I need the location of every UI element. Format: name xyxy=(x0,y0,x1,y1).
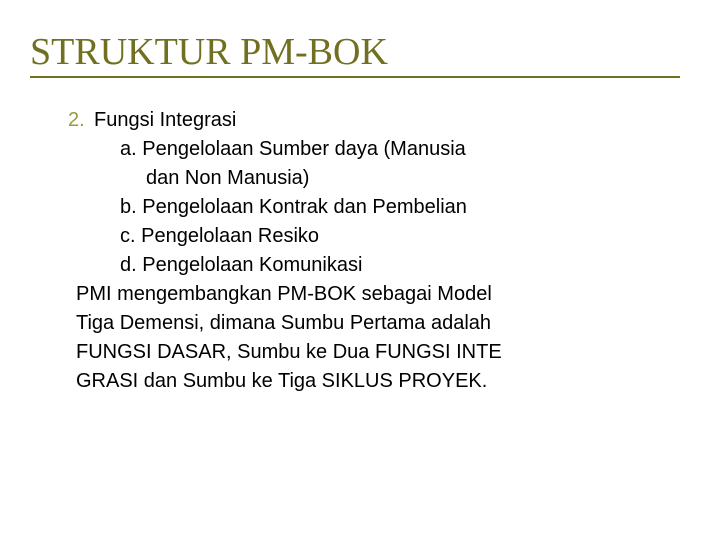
sub-item-a-continuation: dan Non Manusia) xyxy=(68,164,680,193)
paragraph-line-1: PMI mengembangkan PM-BOK sebagai Model xyxy=(68,280,680,309)
list-item-2: 2. Fungsi Integrasi xyxy=(68,106,680,135)
list-number-marker: 2. xyxy=(68,106,94,135)
slide-container: STRUKTUR PM-BOK 2. Fungsi Integrasi a. P… xyxy=(0,0,720,426)
paragraph-line-3: FUNGSI DASAR, Sumbu ke Dua FUNGSI INTE xyxy=(68,338,680,367)
slide-title: STRUKTUR PM-BOK xyxy=(30,30,680,78)
paragraph-line-2: Tiga Demensi, dimana Sumbu Pertama adala… xyxy=(68,309,680,338)
sub-item-a: a. Pengelolaan Sumber daya (Manusia xyxy=(68,135,680,164)
paragraph-line-4: GRASI dan Sumbu ke Tiga SIKLUS PROYEK. xyxy=(68,367,680,396)
sub-item-b: b. Pengelolaan Kontrak dan Pembelian xyxy=(68,193,680,222)
title-container: STRUKTUR PM-BOK xyxy=(30,30,680,78)
slide-content: 2. Fungsi Integrasi a. Pengelolaan Sumbe… xyxy=(30,106,680,396)
sub-item-c: c. Pengelolaan Resiko xyxy=(68,222,680,251)
sub-item-d: d. Pengelolaan Komunikasi xyxy=(68,251,680,280)
list-heading-text: Fungsi Integrasi xyxy=(94,106,680,135)
